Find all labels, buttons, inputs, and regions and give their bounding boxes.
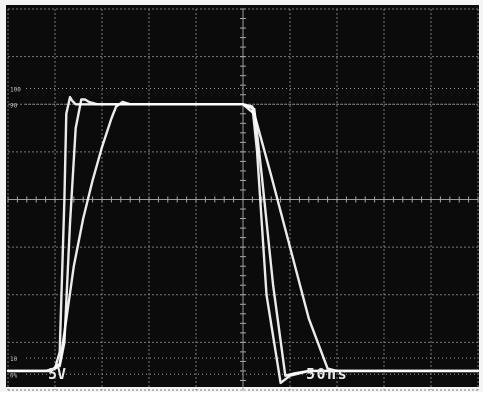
- marker-label: 100: [10, 87, 21, 94]
- marker-label: 90: [10, 102, 18, 109]
- graticule: [7, 8, 479, 391]
- percent-markers: 100 90 10 0%: [10, 87, 478, 379]
- marker-label: 0%: [10, 372, 18, 379]
- horizontal-scale-label: 50ns: [306, 365, 348, 383]
- waveform-trace-2: [6, 98, 480, 377]
- waveform-trace-3: [6, 100, 480, 373]
- waveform-trace-1: [6, 95, 480, 385]
- marker-label: 10: [10, 356, 18, 363]
- vertical-scale-label: 5V: [48, 365, 66, 383]
- waveform-traces: [6, 95, 480, 385]
